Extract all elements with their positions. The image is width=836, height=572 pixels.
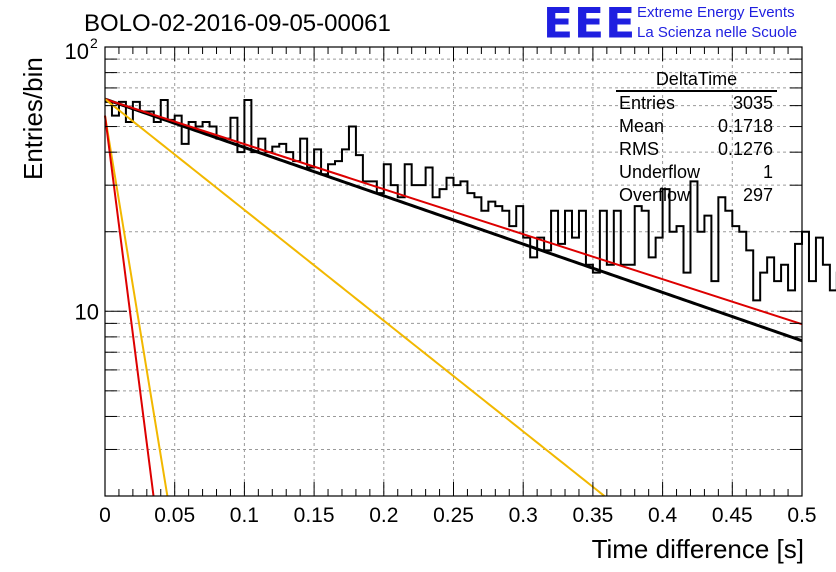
x-tick-label: 0.15 (294, 504, 335, 527)
y-tick-label: 10 (65, 39, 89, 64)
x-tick-label: 0.2 (369, 504, 398, 527)
stats-value: 0.1276 (717, 139, 773, 159)
x-tick-label: 0.5 (787, 504, 816, 527)
eee-logo: EEE Extreme Energy Events La Scienza nel… (543, 2, 833, 46)
x-tick-label: 0.4 (648, 504, 678, 527)
y-axis-label: Entries/bin (18, 57, 48, 180)
logo-line-2: La Scienza nelle Scuole (637, 24, 798, 41)
fit-curve (104, 115, 169, 497)
chart-title: BOLO-02-2016-09-05-00061 (84, 10, 391, 37)
stats-row-overflow: Overflow 297 (611, 184, 777, 207)
stats-label: RMS (619, 139, 659, 159)
stats-label: Underflow (619, 162, 701, 182)
stats-label: Overflow (619, 185, 691, 205)
x-tick-label: 0.25 (433, 504, 474, 527)
stats-row-mean: Mean 0.1718 (611, 115, 777, 138)
axes: 0 0.05 0.1 0.15 0.2 0.25 0.3 0.35 0.4 0.45 0.51010… (65, 35, 817, 527)
stats-value: 297 (742, 185, 773, 205)
stats-row-underflow: Underflow 1 (611, 161, 777, 184)
stats-row-rms: RMS 0.1276 (611, 138, 777, 161)
grid-lines (105, 47, 802, 497)
histogram-line (105, 99, 836, 302)
stats-label: Mean (619, 116, 665, 136)
stats-value: 3035 (732, 93, 773, 113)
y-tick-exponent: 2 (90, 35, 98, 51)
x-tick-label: 0.1 (230, 504, 259, 527)
plot-area (104, 97, 836, 497)
x-tick-label: 0.05 (154, 504, 195, 527)
stats-value: 0.1718 (717, 116, 773, 136)
x-tick-label: 0.45 (712, 504, 753, 527)
logo-mark: EEE (543, 0, 637, 48)
x-axis-label: Time difference [s] (591, 534, 804, 564)
stats-value: 1 (762, 162, 773, 182)
x-tick-label: 0 (99, 504, 111, 527)
fit-curve (104, 98, 803, 326)
fit-curve (104, 98, 606, 497)
stats-box: DeltaTime Entries 3035 Mean 0.1718 RMS 0… (611, 68, 777, 207)
stats-row-entries: Entries 3035 (611, 92, 777, 115)
x-tick-label: 0.35 (572, 504, 613, 527)
fit-curve (104, 115, 155, 497)
fit-curve (104, 97, 803, 343)
y-tick-label: 10 (75, 299, 99, 324)
stats-title: DeltaTime (616, 68, 777, 92)
stats-label: Entries (619, 93, 676, 113)
x-tick-label: 0.3 (509, 504, 538, 527)
logo-line-1: Extreme Energy Events (637, 4, 795, 21)
